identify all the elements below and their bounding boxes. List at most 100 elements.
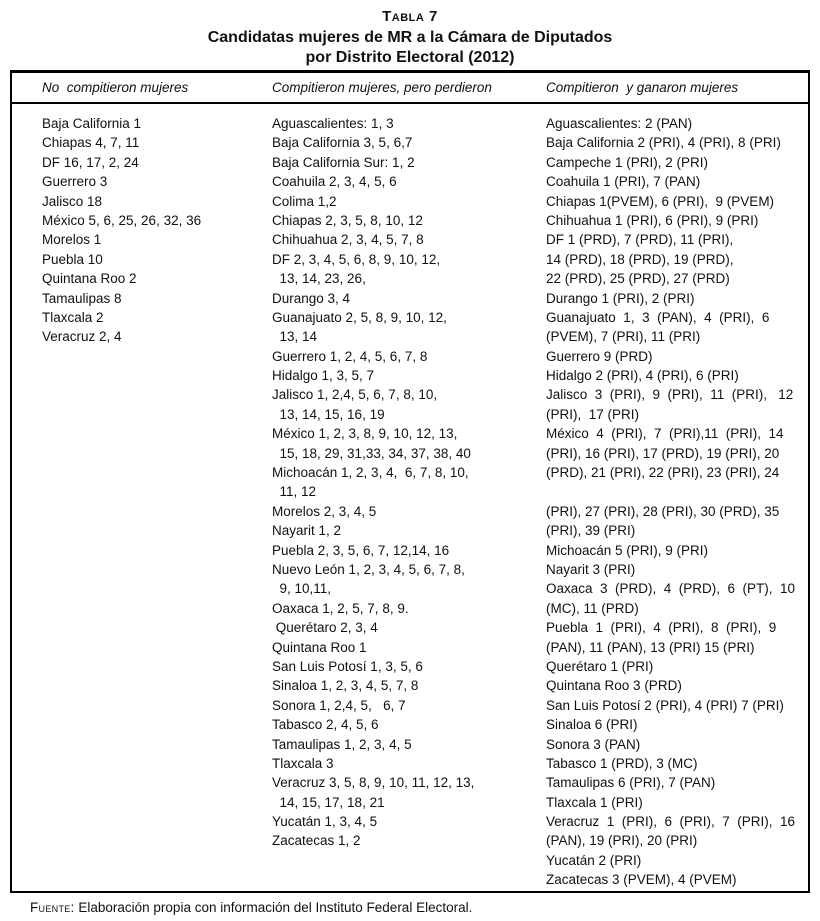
table-cell-line: (PRI), 17 (PRI): [546, 406, 640, 422]
table-cell-line: México 4 (PRI), 7 (PRI),11 (PRI), 14: [546, 426, 784, 442]
table-cell-line: Chihuahua 2, 3, 4, 5, 7, 8: [272, 232, 424, 248]
table-cell-line: Zacatecas 1, 2: [272, 833, 361, 849]
table-cell-line: (PVEM), 7 (PRI), 11 (PRI): [546, 329, 701, 345]
table-cell-line: San Luis Potosí 2 (PRI), 4 (PRI) 7 (PRI): [546, 697, 784, 713]
table-cell-line: Quintana Roo 2: [42, 271, 137, 287]
table-cell-line: 22 (PRD), 25 (PRD), 27 (PRD): [546, 271, 730, 287]
table-cell-line: DF 2, 3, 4, 5, 6, 8, 9, 10, 12,: [272, 251, 441, 267]
table-cell-line: Tabasco 1 (PRD), 3 (MC): [546, 755, 698, 771]
table-cell-line: Nayarit 1, 2: [272, 523, 342, 539]
source-note: Fuente: Elaboración propia con informaci…: [30, 900, 820, 915]
table-cell-line: Querétaro 2, 3, 4: [272, 620, 378, 636]
table-cell-line: (PRI), 39 (PRI): [546, 523, 636, 539]
table-cell-line: Coahuila 2, 3, 4, 5, 6: [272, 174, 397, 190]
table-cell-line: 13, 14: [272, 329, 318, 345]
table-cell-line: Guerrero 3: [42, 174, 108, 190]
table-cell-line: Michoacán 5 (PRI), 9 (PRI): [546, 542, 709, 558]
table-cell-line: 14, 15, 17, 18, 21: [272, 794, 385, 810]
source-text: Elaboración propia con información del I…: [78, 900, 473, 915]
table-body: Baja California 1 Chiapas 4, 7, 11 DF 16, …: [12, 104, 808, 890]
table-cell-line: Morelos 1: [42, 232, 102, 248]
table-cell-line: Tlaxcala 3: [272, 755, 334, 771]
table-cell-line: 14 (PRD), 18 (PRD), 19 (PRD),: [546, 251, 734, 267]
table-title-line1: Candidatas mujeres de MR a la Cámara de …: [207, 29, 613, 46]
table-cell-line: Quintana Roo 1: [272, 639, 367, 655]
table-cell-line: (PAN), 11 (PAN), 13 (PRI) 15 (PRI): [546, 639, 755, 655]
table-cell-line: Tamaulipas 6 (PRI), 7 (PAN): [546, 775, 716, 791]
table-cell-line: 15, 18, 29, 31,33, 34, 37, 38, 40: [272, 445, 471, 461]
table-cell-line: [546, 482, 808, 501]
table-cell-line: Yucatán 2 (PRI): [546, 852, 642, 868]
table-cell-line: Jalisco 3 (PRI), 9 (PRI), 11 (PRI), 12: [546, 387, 794, 403]
table-cell-line: Durango 3, 4: [272, 290, 351, 306]
table-cell-line: Chiapas 1(PVEM), 6 (PRI), 9 (PVEM): [546, 193, 775, 209]
table-cell-line: Quintana Roo 3 (PRD): [546, 678, 682, 694]
table-cell-line: Guerrero 1, 2, 4, 5, 6, 7, 8: [272, 348, 428, 364]
table-cell-line: Chiapas 2, 3, 5, 8, 10, 12: [272, 212, 423, 228]
table-cell-line: Sinaloa 6 (PRI): [546, 717, 638, 733]
column-header-compitieron-perdieron: Compitieron mujeres, pero perdieron: [272, 80, 492, 95]
table-cell-line: Chiapas 4, 7, 11: [42, 135, 140, 151]
table-cell-line: DF 1 (PRD), 7 (PRD), 11 (PRI),: [546, 232, 734, 248]
table-cell-line: Oaxaca 1, 2, 5, 7, 8, 9.: [272, 600, 409, 616]
table-cell-line: Jalisco 1, 2,4, 5, 6, 7, 8, 10,: [272, 387, 438, 403]
table-cell-line: Tlaxcala 1 (PRI): [546, 794, 643, 810]
table-cell-line: México 5, 6, 25, 26, 32, 36: [42, 212, 202, 228]
table-cell-line: Guanajuato 2, 5, 8, 9, 10, 12,: [272, 309, 447, 325]
table-cell-line: Baja California 1: [42, 116, 142, 131]
table-cell-line: (MC), 11 (PRD): [546, 600, 639, 616]
table-cell-line: 11, 12: [272, 484, 317, 500]
table-cell-line: Nuevo León 1, 2, 3, 4, 5, 6, 7, 8,: [272, 561, 465, 577]
table-cell-line: Sonora 1, 2,4, 5, 6, 7: [272, 697, 406, 713]
table-cell-line: Puebla 2, 3, 5, 6, 7, 12,14, 16: [272, 542, 450, 558]
column-compitieron-ganaron: Aguascalientes: 2 (PAN) Baja California 2…: [540, 114, 808, 890]
table-cell-line: Sonora 3 (PAN): [546, 736, 641, 752]
table-cell-line: 9, 10,11,: [272, 581, 332, 597]
column-header-no-compitieron: No compitieron mujeres: [42, 80, 189, 95]
column-compitieron-perdieron: Aguascalientes: 1, 3 Baja California 3, 5…: [265, 114, 540, 890]
source-label: Fuente:: [30, 900, 75, 915]
table-cell-line: Colima 1,2: [272, 193, 337, 209]
table-cell-line: (PRD), 21 (PRI), 22 (PRI), 23 (PRI), 24: [546, 465, 780, 481]
table-header-row: No compitieron mujeres Compitieron mujer…: [12, 73, 808, 104]
table-cell-line: (PRI), 16 (PRI), 17 (PRD), 19 (PRI), 20: [546, 445, 780, 461]
table-cell-line: Jalisco 18: [42, 193, 103, 209]
table-cell-line: Veracruz 2, 4: [42, 329, 122, 345]
table-cell-line: Michoacán 1, 2, 3, 4, 6, 7, 8, 10,: [272, 465, 469, 481]
table-cell-line: Puebla 10: [42, 251, 103, 267]
table-cell-line: México 1, 2, 3, 8, 9, 10, 12, 13,: [272, 426, 458, 442]
table-cell-line: Puebla 1 (PRI), 4 (PRI), 8 (PRI), 9: [546, 620, 777, 636]
table-cell-line: Nayarit 3 (PRI): [546, 561, 636, 577]
table-cell-line: San Luis Potosí 1, 3, 5, 6: [272, 658, 423, 674]
table-cell-line: Hidalgo 2 (PRI), 4 (PRI), 6 (PRI): [546, 368, 739, 384]
table-cell-line: Guanajuato 1, 3 (PAN), 4 (PRI), 6: [546, 309, 770, 325]
table-cell-line: Baja California 3, 5, 6,7: [272, 135, 413, 151]
table-cell-line: Tlaxcala 2: [42, 309, 104, 325]
table-cell-line: Zacatecas 3 (PVEM), 4 (PVEM): [546, 872, 737, 888]
table-cell-line: Tamaulipas 8: [42, 290, 122, 306]
table-cell-line: Aguascalientes: 2 (PAN): [546, 116, 693, 131]
table-cell-line: Baja California Sur: 1, 2: [272, 154, 415, 170]
table-cell-line: Hidalgo 1, 3, 5, 7: [272, 368, 375, 384]
table-cell-line: Yucatán 1, 3, 4, 5: [272, 814, 378, 830]
column-header-compitieron-ganaron: Compitieron y ganaron mujeres: [546, 80, 739, 95]
table-cell-line: Campeche 1 (PRI), 2 (PRI): [546, 154, 709, 170]
table-cell-line: Coahuila 1 (PRI), 7 (PAN): [546, 174, 701, 190]
table-cell-line: 13, 14, 23, 26,: [272, 271, 366, 287]
table-cell-line: Tabasco 2, 4, 5, 6: [272, 717, 379, 733]
table-title-block: Tabla 7 Candidatas mujeres de MR a la Cá…: [0, 0, 820, 68]
table-title-line2: por Distrito Electoral (2012): [305, 49, 515, 66]
table-cell-line: Querétaro 1 (PRI): [546, 658, 654, 674]
table-cell-line: Aguascalientes: 1, 3: [272, 116, 394, 131]
table-cell-line: Guerrero 9 (PRD): [546, 348, 653, 364]
table-cell-line: (PAN), 19 (PRI), 20 (PRI): [546, 833, 698, 849]
table-cell-line: DF 16, 17, 2, 24: [42, 154, 139, 170]
table-cell-line: Oaxaca 3 (PRD), 4 (PRD), 6 (PT), 10: [546, 581, 796, 597]
table-cell-line: Baja California 2 (PRI), 4 (PRI), 8 (PRI…: [546, 135, 781, 151]
table-cell-line: Morelos 2, 3, 4, 5: [272, 503, 377, 519]
table-number-label: Tabla 7: [382, 8, 438, 25]
table-cell-line: Veracruz 1 (PRI), 6 (PRI), 7 (PRI), 16: [546, 814, 796, 830]
table-cell-line: Durango 1 (PRI), 2 (PRI): [546, 290, 695, 306]
column-no-compitieron: Baja California 1 Chiapas 4, 7, 11 DF 16, …: [12, 114, 265, 890]
table-cell-line: Veracruz 3, 5, 8, 9, 10, 11, 12, 13,: [272, 775, 475, 791]
